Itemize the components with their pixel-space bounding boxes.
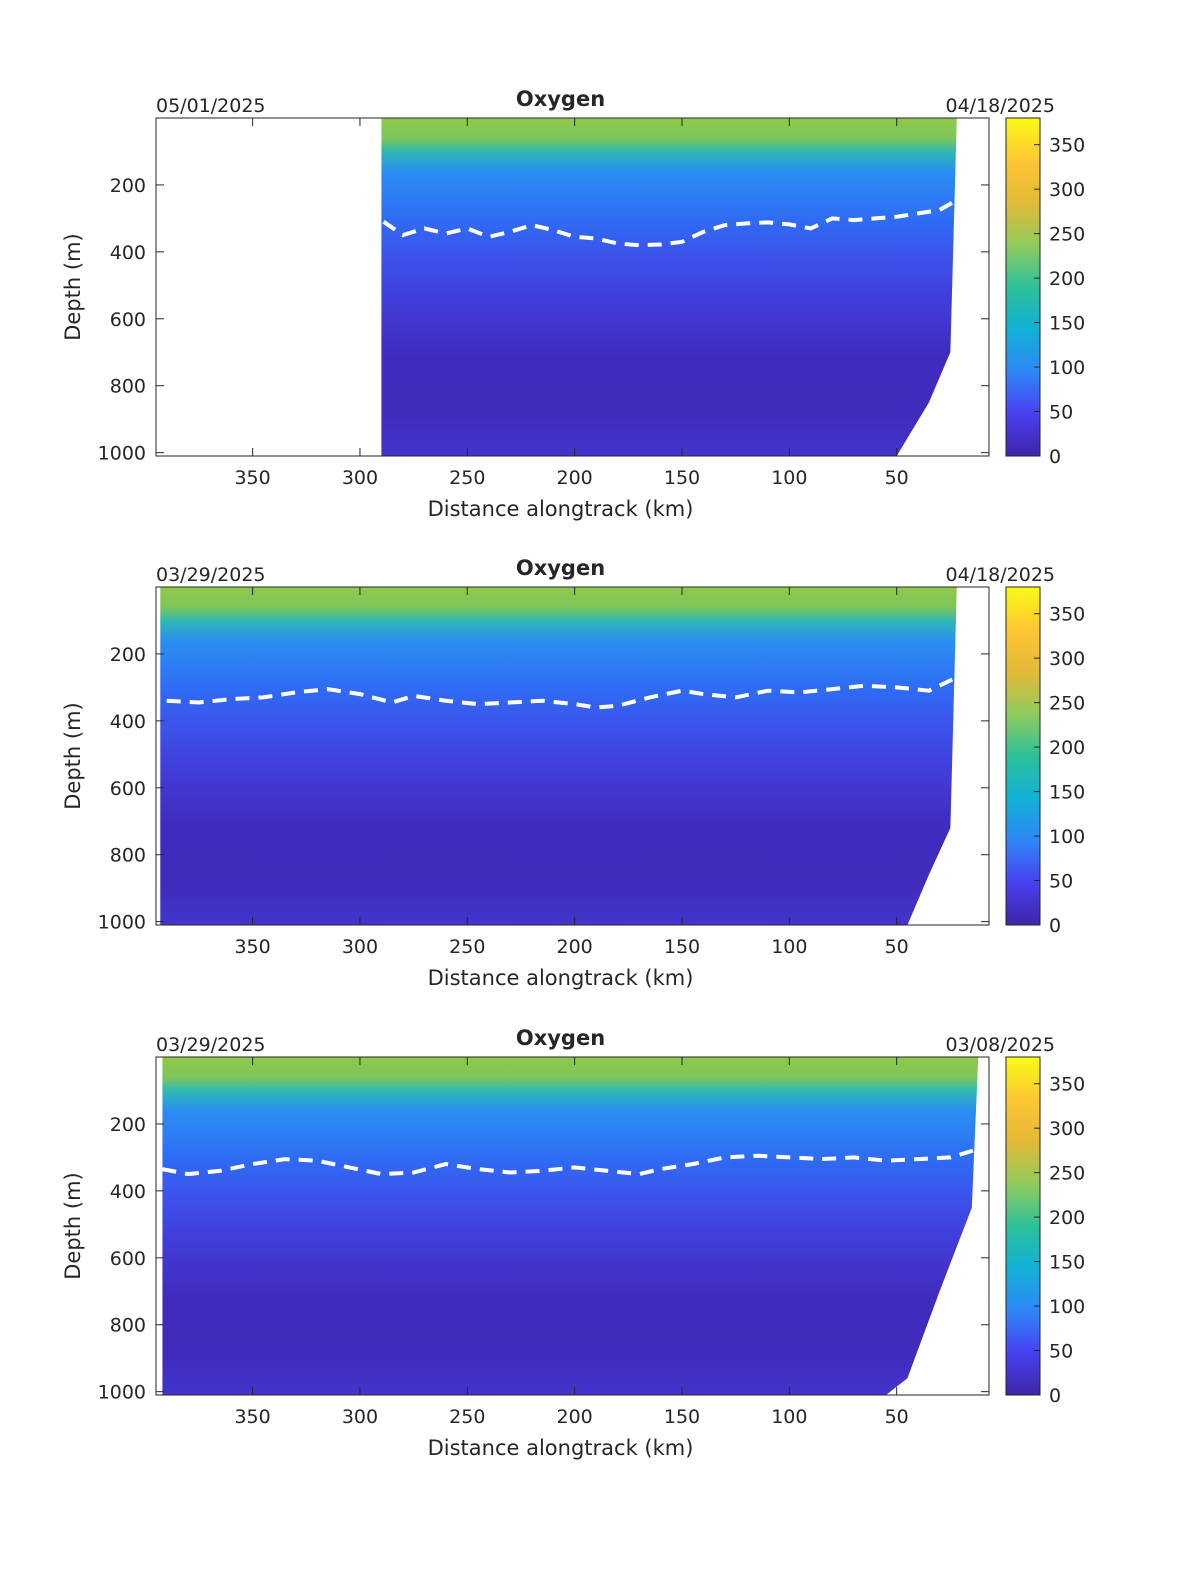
x-tick-label: 200 <box>557 1406 593 1428</box>
x-tick-label: 350 <box>234 936 270 958</box>
x-axis-label: Distance alongtrack (km) <box>428 1436 694 1460</box>
chart-title: Oxygen <box>516 1026 605 1050</box>
oxygen-panel-1: 350 300 250 200 150 100 502004006008001000Oxyg… <box>61 87 1085 521</box>
oxygen-panel-3: 350 300 250 200 150 100 502004006008001000Oxyg… <box>61 1026 1085 1460</box>
y-tick-label: 200 <box>110 1114 146 1136</box>
colorbar-tick-label: 300 <box>1049 648 1085 670</box>
x-tick-label: 50 <box>885 936 909 958</box>
axes-box <box>155 1056 990 1396</box>
chart-title: Oxygen <box>516 556 605 580</box>
x-tick-label: 50 <box>885 467 909 489</box>
x-tick-label: 350 <box>234 1406 270 1428</box>
y-tick-label: 600 <box>110 778 146 800</box>
x-tick-label: 150 <box>664 936 700 958</box>
y-tick-label: 600 <box>110 309 146 331</box>
oxygen-field <box>381 118 957 456</box>
x-tick-label: 350 <box>234 467 270 489</box>
colorbar-tick-label: 200 <box>1049 1207 1085 1229</box>
y-tick-label: 400 <box>110 242 146 264</box>
x-tick-label: 100 <box>771 936 807 958</box>
y-tick-label: 800 <box>110 845 146 867</box>
y-tick-label: 1000 <box>98 443 146 465</box>
y-axis-label: Depth (m) <box>61 1172 85 1279</box>
oxygen-contour-line <box>166 675 958 710</box>
colorbar-tick-label: 250 <box>1049 224 1085 246</box>
chart-title: Oxygen <box>516 87 605 111</box>
y-tick-label: 600 <box>110 1248 146 1270</box>
colorbar-tick-label: 300 <box>1049 179 1085 201</box>
x-tick-label: 300 <box>342 936 378 958</box>
x-tick-label: 200 <box>557 467 593 489</box>
colorbar-tick-label: 350 <box>1049 135 1085 157</box>
colorbar-tick-label: 350 <box>1049 1074 1085 1096</box>
y-tick-label: 200 <box>110 644 146 666</box>
y-axis-label: Depth (m) <box>61 233 85 340</box>
axes-box <box>155 586 990 926</box>
x-tick-label: 100 <box>771 1406 807 1428</box>
y-tick-label: 200 <box>110 175 146 197</box>
end-date-label: 04/18/2025 <box>945 564 1055 586</box>
oxygen-field <box>162 1057 979 1395</box>
colorbar-tick-label: 100 <box>1049 826 1085 848</box>
colorbar-tick-label: 50 <box>1049 402 1073 424</box>
colorbar-tick-label: 0 <box>1049 915 1061 937</box>
x-tick-label: 100 <box>771 467 807 489</box>
y-tick-label: 400 <box>110 711 146 733</box>
colorbar-tick-label: 50 <box>1049 1341 1073 1363</box>
x-axis-label: Distance alongtrack (km) <box>428 497 694 521</box>
x-tick-label: 250 <box>449 1406 485 1428</box>
oxygen-panel-2: 350 300 250 200 150 100 502004006008001000Oxyg… <box>61 556 1085 990</box>
colorbar-tick-label: 100 <box>1049 1296 1085 1318</box>
x-axis-label: Distance alongtrack (km) <box>428 966 694 990</box>
colorbar <box>1005 586 1041 926</box>
y-tick-label: 1000 <box>98 1382 146 1404</box>
colorbar-tick-label: 150 <box>1049 313 1085 335</box>
y-axis-label: Depth (m) <box>61 702 85 809</box>
oxygen-field <box>160 587 957 925</box>
colorbar-tick-label: 300 <box>1049 1118 1085 1140</box>
colorbar-tick-label: 200 <box>1049 737 1085 759</box>
colorbar-tick-label: 150 <box>1049 782 1085 804</box>
colorbar <box>1005 1056 1041 1396</box>
colorbar-tick-label: 100 <box>1049 357 1085 379</box>
x-tick-label: 250 <box>449 467 485 489</box>
colorbar-tick-label: 50 <box>1049 871 1073 893</box>
x-tick-label: 50 <box>885 1406 909 1428</box>
start-date-label: 03/29/2025 <box>156 564 266 586</box>
colorbar-tick-label: 250 <box>1049 1163 1085 1185</box>
y-tick-label: 1000 <box>98 912 146 934</box>
y-tick-label: 800 <box>110 376 146 398</box>
x-tick-label: 200 <box>557 936 593 958</box>
x-tick-label: 300 <box>342 1406 378 1428</box>
colorbar-tick-label: 200 <box>1049 268 1085 290</box>
x-tick-label: 250 <box>449 936 485 958</box>
colorbar-tick-label: 0 <box>1049 1385 1061 1407</box>
x-tick-label: 300 <box>342 467 378 489</box>
axes-box <box>155 117 990 457</box>
colorbar-tick-label: 150 <box>1049 1252 1085 1274</box>
end-date-label: 03/08/2025 <box>945 1034 1055 1056</box>
end-date-label: 04/18/2025 <box>945 95 1055 117</box>
colorbar-tick-label: 0 <box>1049 446 1061 468</box>
colorbar <box>1005 117 1041 457</box>
y-tick-label: 800 <box>110 1315 146 1337</box>
start-date-label: 05/01/2025 <box>156 95 266 117</box>
colorbar-tick-label: 250 <box>1049 693 1085 715</box>
colorbar-tick-label: 350 <box>1049 604 1085 626</box>
y-tick-label: 400 <box>110 1181 146 1203</box>
x-tick-label: 150 <box>664 1406 700 1428</box>
oxygen-contour-line <box>382 198 958 248</box>
start-date-label: 03/29/2025 <box>156 1034 266 1056</box>
oxygen-contour-line <box>162 1147 979 1177</box>
x-tick-label: 150 <box>664 467 700 489</box>
